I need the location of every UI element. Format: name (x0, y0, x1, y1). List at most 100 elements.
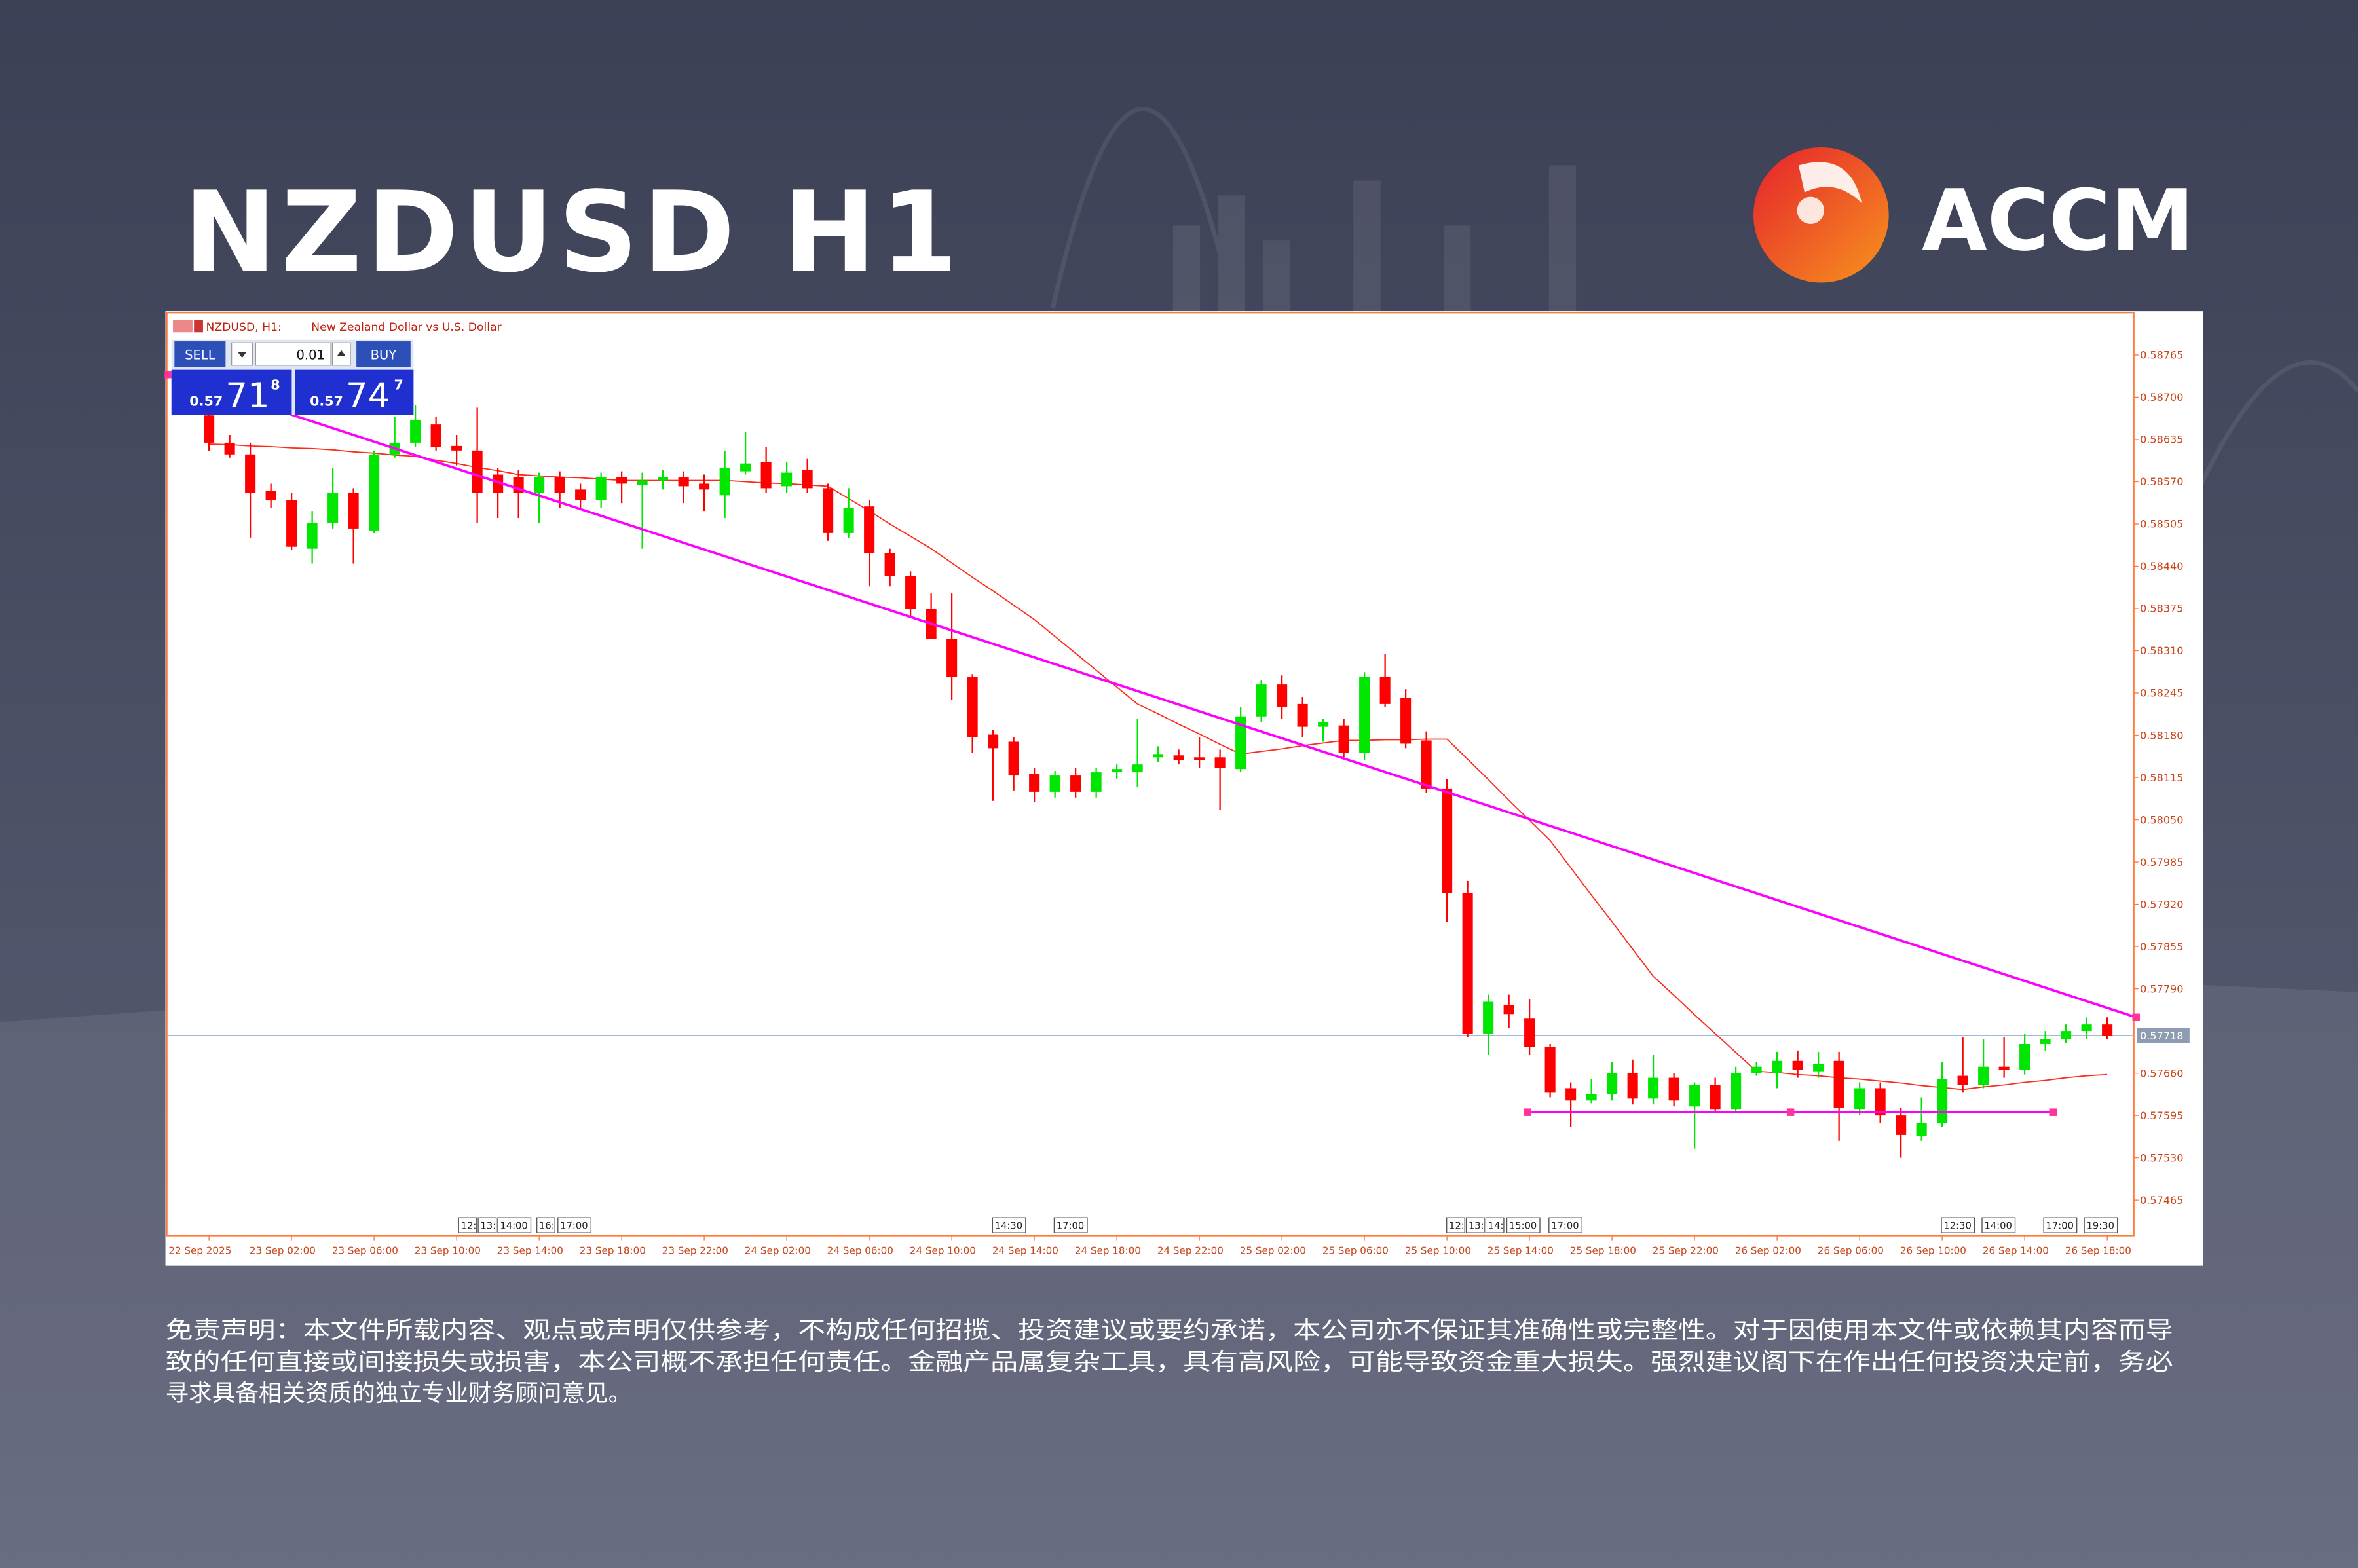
candle-body (967, 677, 978, 737)
candle-body (1297, 703, 1308, 727)
disclaimer-line: 致的任何直接或间接损失或损害，本公司概不承担任何责任。金融产品属复杂工具，具有高… (166, 1349, 2173, 1375)
x-tick-label: 26 Sep 02:00 (1735, 1244, 1801, 1256)
x-tick-label: 24 Sep 02:00 (745, 1244, 811, 1256)
candle-body (1854, 1088, 1865, 1110)
x-tick-label: 26 Sep 18:00 (2065, 1244, 2131, 1256)
x-tick-label: 24 Sep 10:00 (910, 1244, 976, 1256)
candle-body (410, 420, 421, 443)
buy-price-box[interactable] (295, 369, 414, 415)
candle-body (534, 477, 545, 493)
event-marker (2043, 1217, 2078, 1233)
x-tick-label: 23 Sep 10:00 (415, 1244, 481, 1256)
buy-button[interactable] (356, 341, 411, 367)
candle-body (1772, 1060, 1783, 1073)
lot-value: 0.01 (296, 348, 324, 363)
event-label: 14:00 (500, 1220, 527, 1231)
candle-body (1483, 1001, 1494, 1034)
disclaimer: 免责声明：本文件所载内容、观点或声明仅供参考，不构成任何招揽、投资建议或要约承诺… (166, 1317, 2173, 1407)
logo: ACCM (1753, 147, 2194, 283)
bid-label-bg (2137, 1028, 2190, 1043)
candle-body (493, 474, 504, 493)
logo-text: ACCM (1922, 172, 2194, 270)
candle-body (1978, 1066, 1989, 1085)
candle-body (1277, 684, 1288, 707)
x-tick-label: 24 Sep 14:00 (992, 1244, 1058, 1256)
dropdown-arrow (237, 352, 247, 358)
lot-input[interactable] (255, 342, 331, 366)
sell-price-pips: 71 (225, 376, 269, 416)
event-label: 12:30 (1943, 1220, 1971, 1231)
candle-body (1091, 772, 1102, 792)
x-tick-label: 25 Sep 10:00 (1405, 1244, 1471, 1256)
y-tick-label: 0.57595 (2140, 1110, 2183, 1122)
candle-body (1112, 769, 1123, 773)
buy-price-fraction: 7 (394, 377, 403, 392)
event-marker (1941, 1217, 1975, 1233)
y-tick-label: 0.57920 (2140, 898, 2183, 910)
spinner-arrow (337, 350, 346, 356)
x-tick-label: 26 Sep 14:00 (1983, 1244, 2049, 1256)
y-tick-label: 0.58440 (2140, 560, 2183, 572)
event-marker (1465, 1217, 1485, 1233)
candle-body (946, 639, 958, 677)
y-tick-label: 0.58115 (2140, 772, 2183, 784)
candle-body (1731, 1073, 1742, 1110)
event-label: 14:00 (1984, 1220, 2012, 1231)
sell-button[interactable] (174, 341, 226, 367)
candle-body (740, 463, 751, 472)
event-marker (557, 1217, 591, 1233)
candle-body (1462, 893, 1473, 1034)
y-tick-label: 0.58245 (2140, 687, 2183, 700)
candle-body (719, 468, 730, 496)
candle-body (1668, 1077, 1679, 1101)
candle-body (1896, 1115, 1907, 1135)
candle-body (1607, 1073, 1618, 1094)
candle-body (1937, 1079, 1948, 1123)
candle-body (760, 462, 772, 489)
candle-body (802, 470, 813, 489)
x-tick-label: 23 Sep 18:00 (580, 1244, 646, 1256)
candle-body (2102, 1024, 2113, 1036)
candle-body (554, 477, 565, 493)
x-tick-label: 25 Sep 06:00 (1322, 1244, 1389, 1256)
y-tick-label: 0.58700 (2140, 391, 2183, 403)
sell-price-fraction: 8 (271, 377, 280, 392)
trendline (168, 373, 2134, 1018)
event-marker (536, 1217, 555, 1233)
candle-body (1338, 725, 1349, 753)
buy-price-big-figure: 0.57 (310, 394, 343, 409)
plot-area (166, 373, 2134, 1158)
buy-label: BUY (371, 348, 397, 363)
event-label: 13: (481, 1220, 496, 1231)
event-marker (1981, 1217, 2016, 1233)
candle-body (1400, 698, 1412, 744)
candle-body (1710, 1085, 1721, 1110)
x-tick-label: 23 Sep 22:00 (662, 1244, 728, 1256)
candle-body (864, 506, 875, 553)
candle-body (1813, 1064, 1824, 1072)
candle-body (1565, 1088, 1577, 1101)
candle-body (1875, 1088, 1886, 1116)
candle-body (1359, 677, 1370, 753)
candle-body (1689, 1085, 1700, 1107)
trendline-anchor (2049, 1108, 2057, 1116)
y-tick-label: 0.58570 (2140, 476, 2183, 488)
event-marker (1548, 1217, 1582, 1233)
candle-body (1379, 677, 1391, 704)
event-label: 16: (539, 1220, 555, 1231)
trendline-anchor (1524, 1108, 1531, 1116)
candle-body (1318, 722, 1329, 727)
buy-price-pips: 74 (346, 376, 390, 416)
candle-body (430, 424, 441, 447)
candle-body (1833, 1060, 1844, 1108)
candle-body (1214, 757, 1226, 768)
candle-body (1503, 1005, 1514, 1015)
candle-body (1029, 774, 1040, 792)
candle-body (348, 493, 359, 529)
event-marker (497, 1217, 532, 1233)
sell-price-box[interactable] (171, 369, 292, 415)
candle-body (1586, 1094, 1597, 1101)
candle-body (1524, 1018, 1535, 1047)
candle-body (1173, 755, 1184, 760)
